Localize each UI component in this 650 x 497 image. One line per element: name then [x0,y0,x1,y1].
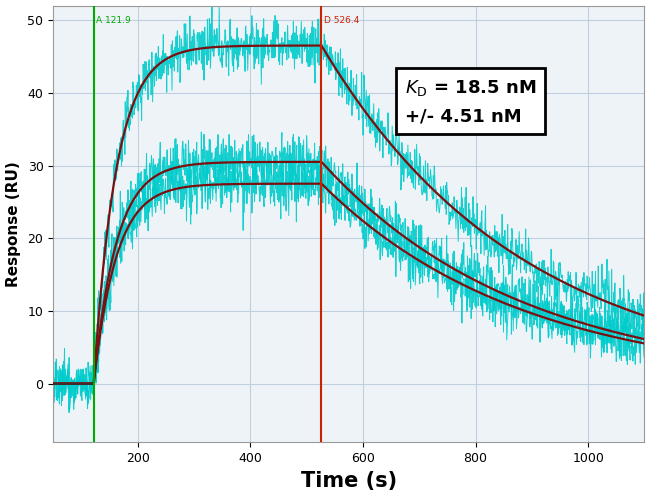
Text: D 526.4: D 526.4 [324,16,359,25]
X-axis label: Time (s): Time (s) [301,472,397,492]
Text: $\mathit{K}_{\mathrm{D}}$ = 18.5 nM
+/- 4.51 nM: $\mathit{K}_{\mathrm{D}}$ = 18.5 nM +/- … [405,78,536,125]
Y-axis label: Response (RU): Response (RU) [6,161,21,287]
Text: A 121.9: A 121.9 [96,16,131,25]
